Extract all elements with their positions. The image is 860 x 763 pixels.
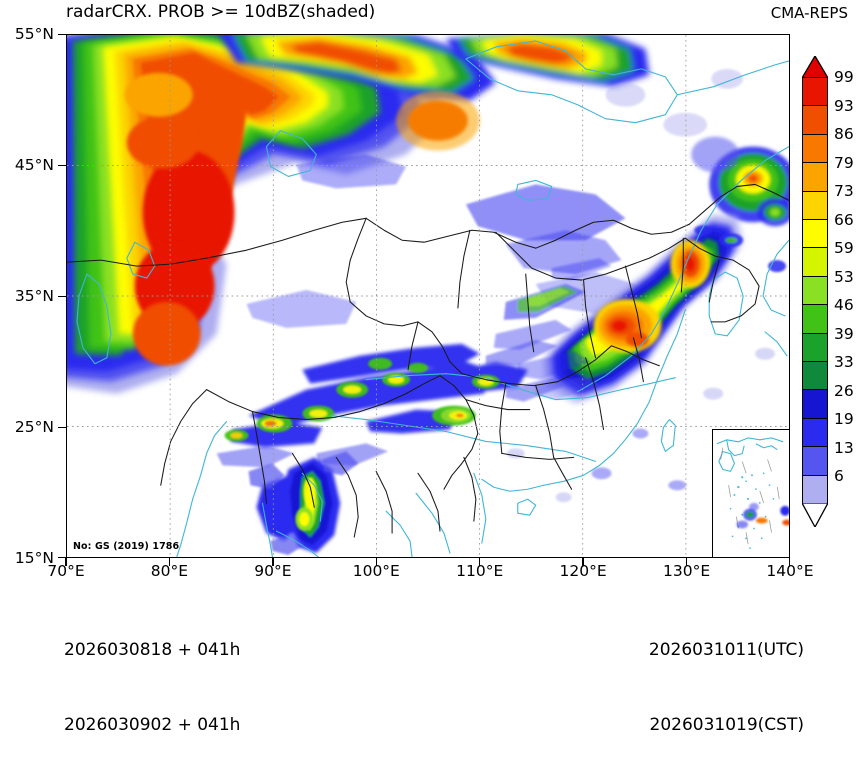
footer-left-line-1: 2026030818 + 041h	[64, 640, 241, 660]
coastline-paths	[76, 40, 789, 557]
colorbar-tick-label: 86	[834, 125, 854, 143]
colorbar-band	[803, 362, 827, 391]
colorbar-band	[803, 78, 827, 107]
footer-left-line-2: 2026030902 + 041h	[64, 715, 241, 735]
national-border-paths	[67, 183, 789, 538]
colorbar-band	[803, 191, 827, 221]
colorbar-tick-label: 66	[834, 210, 854, 229]
probability-shading-layer	[67, 35, 789, 556]
map-license-watermark: No: GS (2019) 1786	[73, 541, 180, 552]
x-tick-label: 90°E	[254, 562, 292, 580]
x-tick-mark	[375, 558, 378, 566]
colorbar-band	[803, 390, 827, 419]
coastline-border-layer	[67, 40, 789, 557]
colorbar-bands	[802, 77, 828, 504]
y-tick-mark	[58, 426, 67, 429]
y-tick-label: 15°N	[14, 549, 54, 567]
graticule-layer	[67, 35, 789, 557]
y-tick-label: 35°N	[14, 287, 54, 305]
x-tick-label: 140°E	[766, 562, 814, 580]
colorbar-band	[803, 447, 827, 476]
x-tick-mark	[788, 558, 791, 566]
map-canvas: No: GS (2019) 1786	[67, 35, 789, 557]
footer-right-line-1: 2026031011(UTC)	[648, 640, 804, 660]
colorbar-tick-label: 79	[834, 153, 854, 172]
x-tick-mark	[478, 558, 481, 566]
x-tick-mark	[168, 558, 171, 566]
colorbar-band	[803, 248, 827, 277]
colorbar-tick-label: 73	[834, 182, 854, 200]
x-tick-label: 80°E	[150, 562, 189, 580]
colorbar-band	[803, 163, 827, 192]
colorbar-tick-label: 93	[834, 96, 854, 115]
inset-map	[716, 437, 789, 550]
y-tick-mark	[58, 33, 67, 36]
colorbar-band	[803, 305, 827, 334]
y-tick-label: 55°N	[14, 25, 54, 43]
colorbar-tick-label: 13	[834, 438, 854, 457]
y-tick-mark	[58, 295, 67, 298]
footer-right-line-2: 2026031019(CST)	[649, 715, 804, 735]
y-tick-label: 45°N	[14, 156, 54, 174]
colorbar-tick-label: 59	[834, 239, 854, 257]
colorbar-tick-label: 53	[834, 267, 854, 286]
x-tick-mark	[65, 558, 67, 566]
colorbar-tick-label: 33	[834, 353, 854, 371]
colorbar-band	[803, 276, 827, 306]
colorbar-tick-label: 99	[834, 68, 854, 86]
x-tick-label: 70°E	[47, 562, 85, 580]
footer-init-times: 2026030818 + 041h 2026030902 + 041h	[64, 588, 240, 763]
x-tick-mark	[685, 558, 688, 566]
south-china-sea-inset	[712, 429, 789, 557]
x-tick-mark	[272, 558, 274, 566]
colorbar-tick-label: 46	[834, 296, 854, 314]
colorbar-extend-top-arrow	[802, 56, 828, 78]
x-tick-mark	[582, 558, 584, 566]
y-tick-mark	[58, 556, 67, 559]
x-tick-label: 130°E	[663, 562, 711, 580]
x-tick-label: 100°E	[352, 562, 400, 580]
colorbar-band	[803, 418, 827, 448]
colorbar-band	[803, 134, 827, 164]
colorbar-tick-label: 26	[834, 381, 854, 400]
probability-colorbar[interactable]: 99 93 86 79 73 66 59 53 46 39 33 26 19 1…	[802, 56, 854, 528]
colorbar-tick-label: 6	[834, 467, 844, 485]
footer-valid-times: 2026031011(UTC) 2026031019(CST)	[649, 588, 804, 763]
y-tick-label: 25°N	[14, 418, 54, 436]
page-title: radarCRX. PROB >= 10dBZ(shaded)	[66, 2, 376, 22]
colorbar-band	[803, 333, 827, 363]
colorbar-tick-label: 19	[834, 410, 854, 428]
x-tick-label: 120°E	[559, 562, 607, 580]
y-tick-mark	[58, 164, 67, 167]
colorbar-band	[803, 475, 827, 504]
colorbar-tick-label: 39	[834, 324, 854, 343]
map-plot-frame[interactable]: No: GS (2019) 1786	[66, 34, 790, 558]
colorbar-band	[803, 106, 827, 135]
colorbar-band	[803, 220, 827, 249]
x-tick-label: 110°E	[456, 562, 504, 580]
colorbar-extend-bottom-arrow	[802, 503, 828, 527]
model-label: CMA-REPS	[770, 4, 848, 22]
